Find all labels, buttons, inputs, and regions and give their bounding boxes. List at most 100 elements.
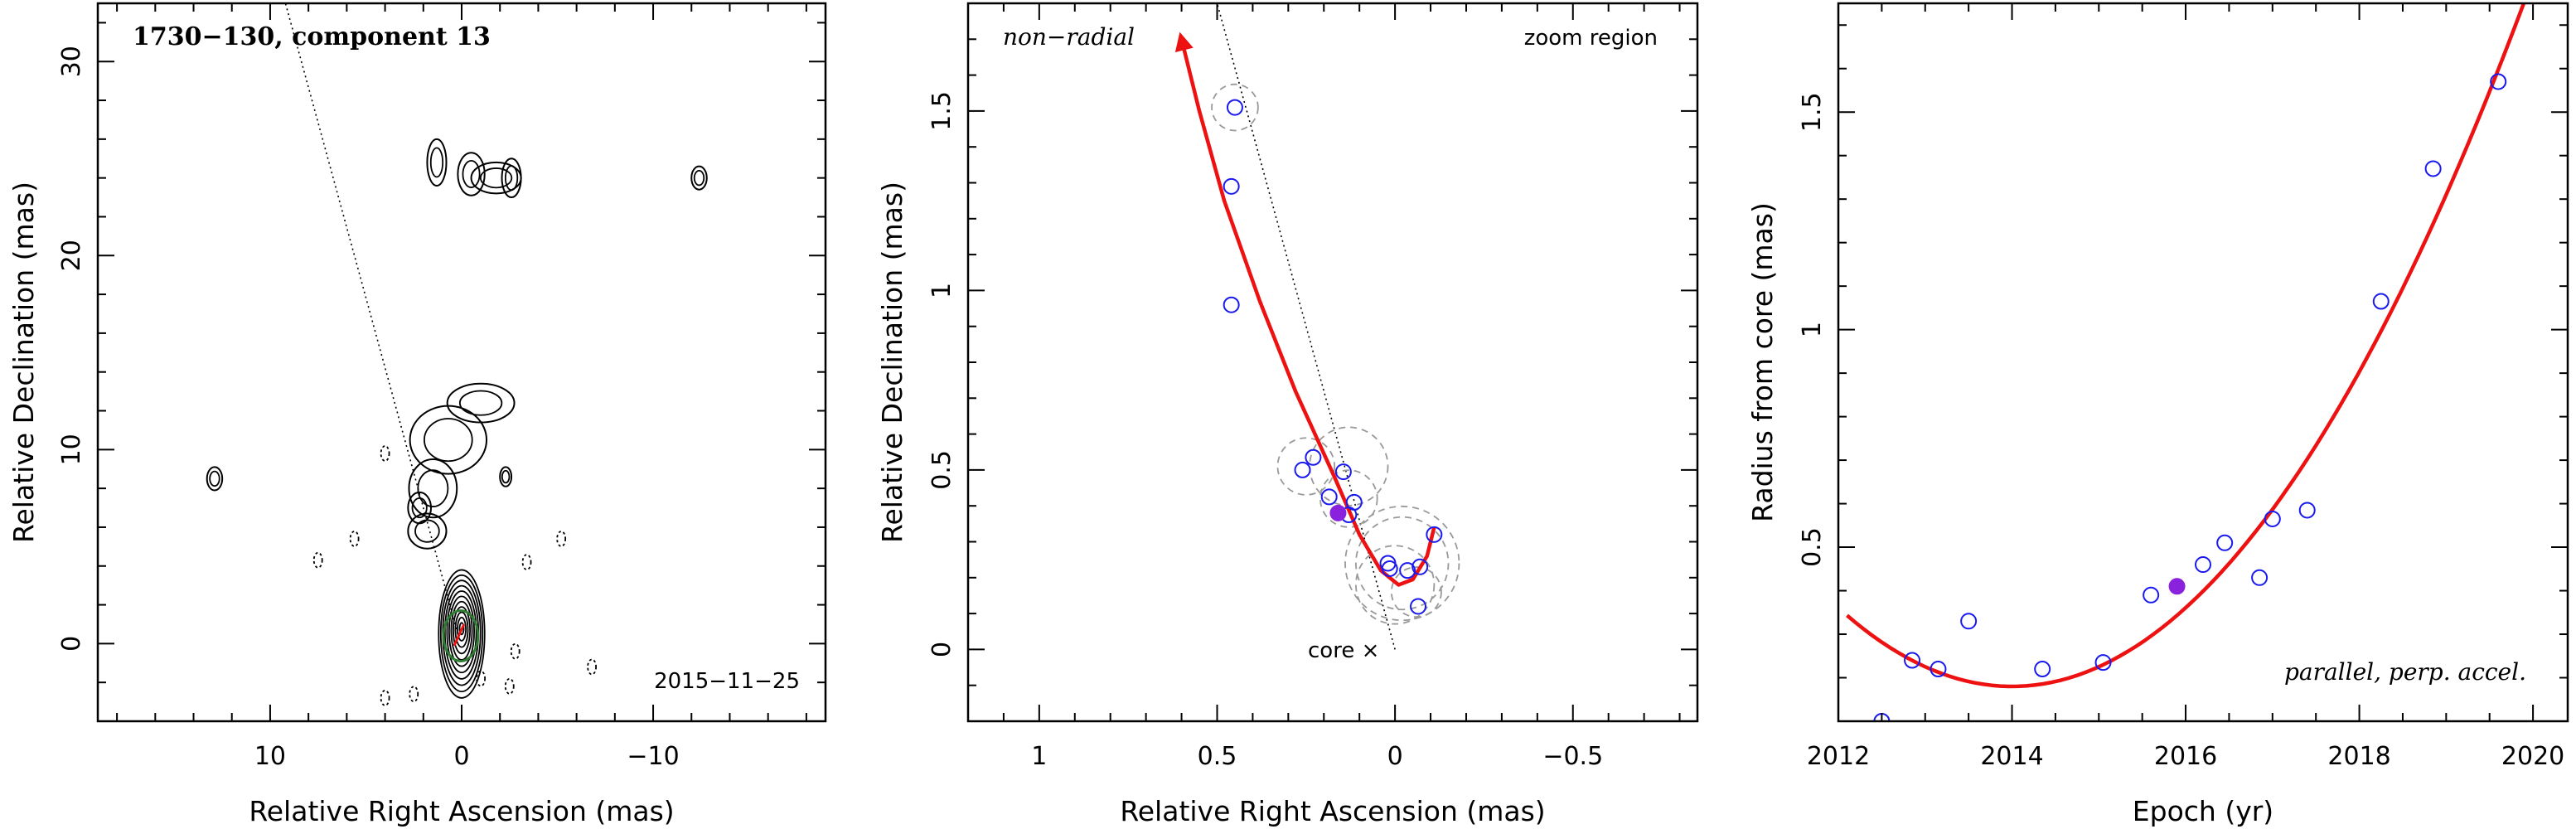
position-point [1305,448,1322,466]
jet-contour-inner [417,469,449,507]
trajectory-mini [453,623,466,647]
contour-axes: 10 0 −10 0 10 20 30 [57,2,827,771]
jet-contour [457,152,486,196]
radius-point [2094,654,2112,671]
position-uncertainty [1355,545,1436,625]
zoom-region-label: zoom region [1524,26,1658,51]
contour-plot-area [206,3,708,706]
position-point [1226,99,1243,116]
y-axis-title: Radius from core (mas) [1746,202,1779,522]
negative-contour [380,445,390,462]
radius-point [2424,160,2442,177]
negative-contour [476,670,487,687]
jet-direction-line [284,3,459,634]
position-point [1411,558,1429,575]
x-tick-label: 1 [1031,742,1047,771]
zoom-axes: 1 0.5 0 −0.5 0 0.5 1 1.5 [927,2,1699,771]
y-tick-label: 1.5 [1798,92,1827,132]
jet-contour-inner [209,470,220,487]
axes-frame [966,2,1699,723]
radius-point [2195,556,2211,574]
y-tick-label: 20 [57,240,86,271]
y-tick-label: 0 [927,642,956,657]
jet-contour-inner [462,159,481,188]
jet-direction-line [1216,3,1396,650]
y-tick-label: 0 [57,636,86,652]
radius-point [2264,510,2281,527]
jet-contour-inner [504,165,519,191]
x-tick-label: 2014 [1980,742,2043,771]
x-axis-title: Relative Right Ascension (mas) [1120,795,1545,827]
position-uncertainty [1211,83,1259,132]
radius-point [1960,613,1978,630]
radius-point [2298,502,2316,519]
position-point [1334,463,1352,481]
core-contour [443,584,480,680]
fit-curve [1846,3,2534,689]
position-uncertainty [1319,469,1378,528]
negative-contour [504,677,515,695]
x-tick-label: 2018 [2327,742,2390,771]
core-contour [454,611,469,648]
position-uncertainty [1355,516,1450,611]
position-point [1223,296,1240,313]
negative-contour [556,531,567,547]
position-point [1410,598,1427,615]
radius-point [2143,586,2160,604]
core-contour [446,590,477,674]
y-tick-label: 30 [57,46,86,77]
position-point [1381,560,1398,577]
x-tick-label: 0.5 [1198,742,1237,771]
x-tick-label: 2020 [2501,742,2564,771]
position-point [1345,493,1363,511]
current-epoch-point [1329,504,1347,521]
axes-frame [96,2,827,723]
jet-contour [426,138,448,187]
radius-point [1904,652,1921,669]
x-tick-label: −10 [627,742,679,771]
core-label: core × [1308,638,1379,663]
x-tick-label: 2012 [1807,742,1870,771]
jet-contour [499,466,513,487]
jet-contour [206,466,224,492]
trajectory-curve [1174,32,1436,587]
x-tick-label: 0 [453,742,469,771]
source-title: 1730−130, component 13 [133,22,491,51]
radius-point [2372,293,2390,310]
x-tick-label: 2016 [2154,742,2217,771]
negative-contour [349,531,360,547]
fit-annotation: parallel, perp. accel. [2284,658,2526,686]
core-contour [458,622,465,636]
negative-contour [521,554,532,570]
position-point [1223,177,1240,195]
y-tick-label: 0.5 [927,450,956,490]
model-component [442,609,480,662]
y-tick-label: 1 [927,283,956,298]
jet-contour-inner [429,147,444,178]
jet-contour-inner [501,469,511,484]
panel-zoom-region: 1 0.5 0 −0.5 0 0.5 1 1.5 non−radial zoom region… [876,2,1699,827]
negative-contour [380,690,390,706]
panel-contour-map: 10 0 −10 0 10 20 30 1730−130, component 13 201… [7,2,827,827]
y-tick-label: 10 [57,434,86,465]
jet-contour [690,165,708,191]
negative-contour [587,658,598,676]
position-uncertainty [1390,566,1442,618]
non-radial-label: non−radial [1003,23,1135,51]
position-uncertainty [1344,505,1460,622]
jet-contour [446,382,516,424]
jet-contour-inner [458,390,503,416]
jet-contour-inner [424,418,473,463]
core-contour [457,616,467,642]
core-contour [439,574,484,693]
zoom-plot-area [1174,3,1460,650]
x-tick-label: 0 [1387,742,1403,771]
radius-point [2034,661,2051,678]
x-axis-title: Relative Right Ascension (mas) [249,795,674,827]
x-tick-label: 10 [254,742,286,771]
axes-frame [1837,2,2569,723]
radius-axes: 2012 2014 2016 2018 2020 0.5 1 1.5 [1798,2,2569,771]
current-epoch-point [2168,578,2186,595]
radius-point [2490,73,2507,90]
observation-date: 2015−11−25 [654,669,800,694]
